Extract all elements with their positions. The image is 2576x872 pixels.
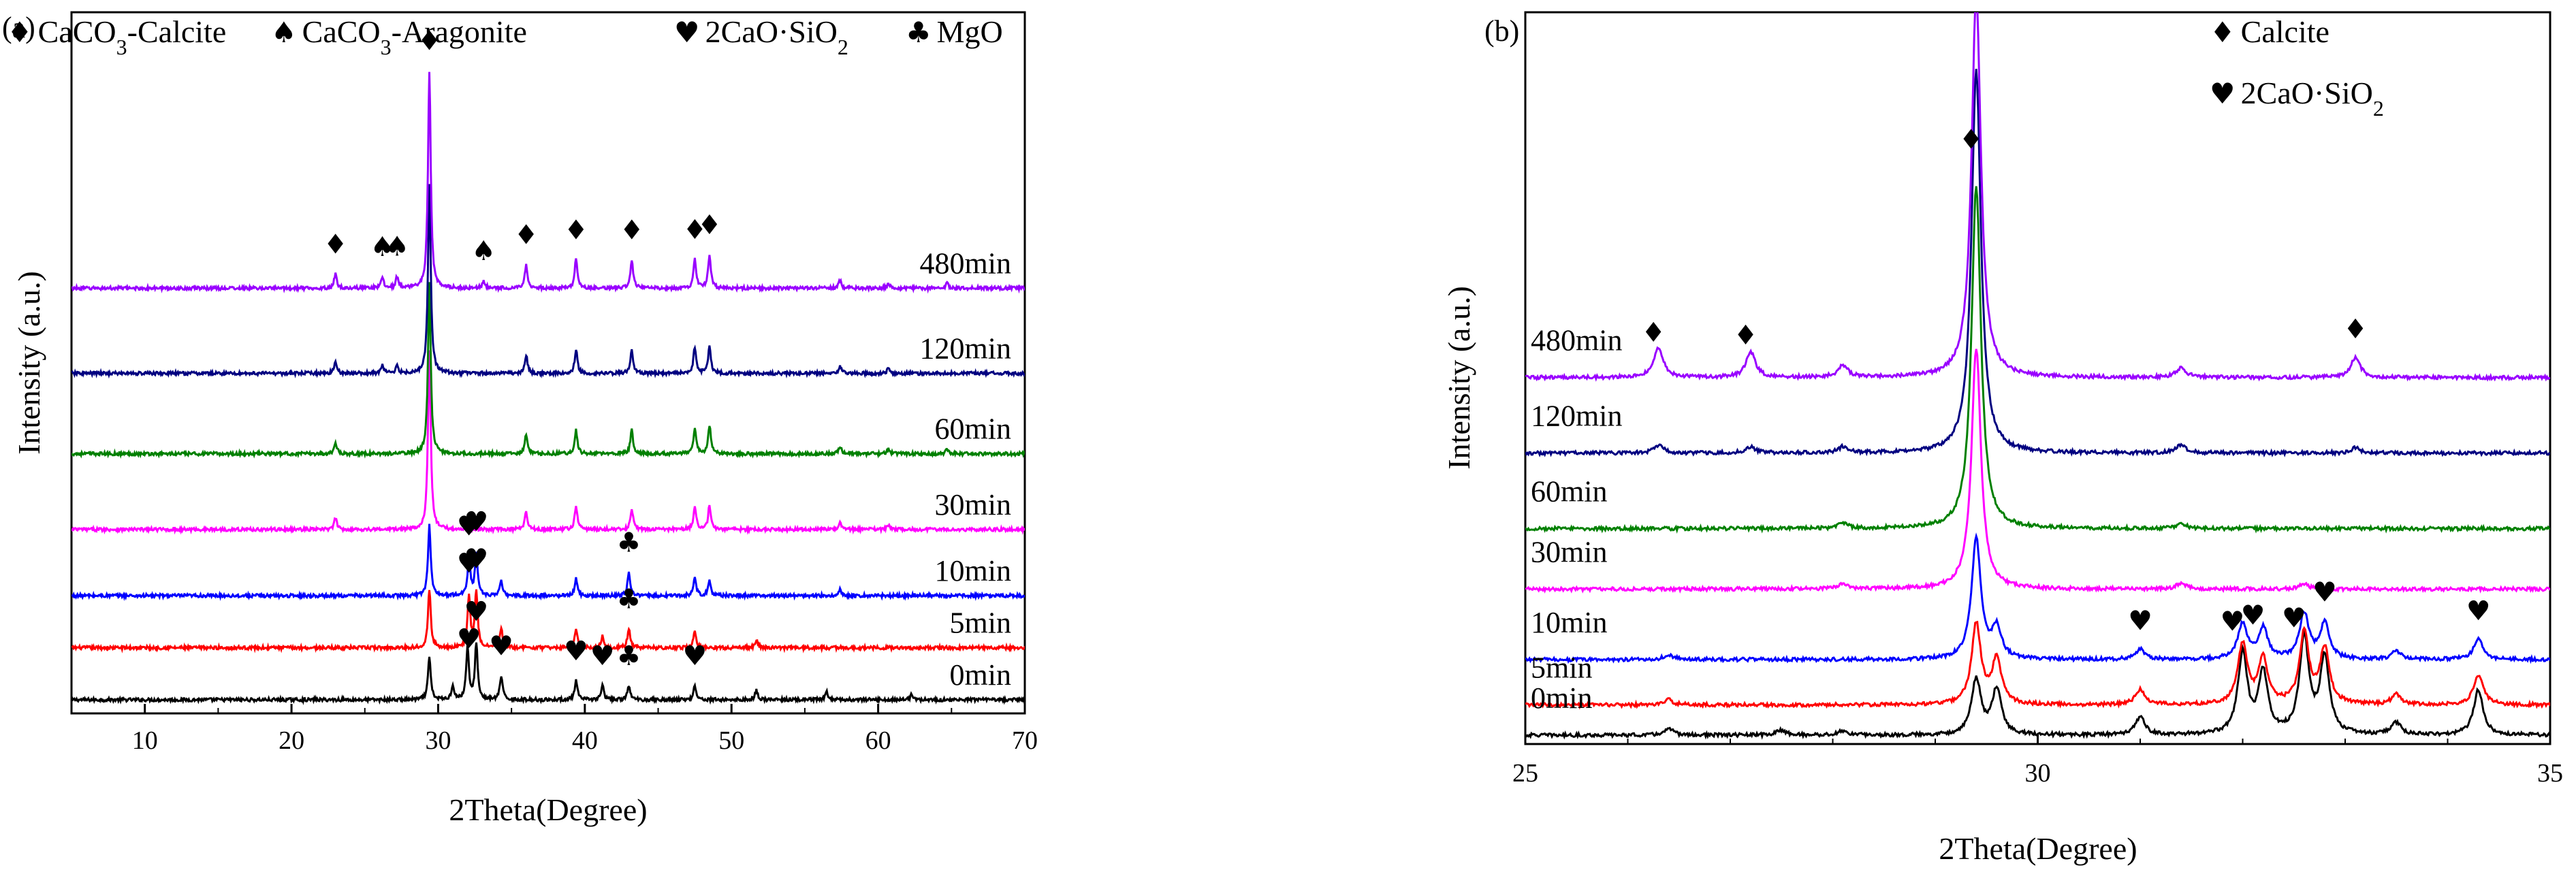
peak-marker: ♦ [682, 214, 707, 246]
legend-symbol: ♠ [271, 16, 297, 49]
peak-marker: ♦ [323, 229, 348, 260]
peak-marker: ♥ [457, 511, 481, 542]
series-label-0min: 0min [950, 658, 1011, 692]
series-label-60min: 60min [1531, 475, 1607, 508]
series-label-30min: 30min [935, 488, 1011, 521]
series-10min-line [71, 523, 1025, 602]
series-120min-line [1525, 69, 2550, 458]
legend-symbol: ♦ [2210, 16, 2236, 49]
peak-marker: ♣ [617, 584, 641, 615]
series-60min-line [1525, 186, 2550, 534]
peak-marker: ♦ [1734, 320, 1758, 351]
series-480min-line [71, 71, 1025, 294]
peak-marker: ♥ [457, 548, 481, 579]
peak-marker: ♦ [514, 219, 539, 251]
peak-marker: ♣ [617, 527, 641, 558]
peak-marker: ♦ [564, 215, 588, 246]
peak-marker: ♣ [617, 641, 641, 672]
peak-marker: ♦ [620, 215, 644, 246]
legend-entry: ♥ 2CaO·SiO2 [674, 14, 848, 59]
peak-marker: ♥ [2221, 607, 2245, 638]
panel-b-y-axis-title: Intensity (a.u.) [1442, 286, 1476, 470]
legend-symbol: ♦ [7, 16, 33, 49]
x-tick-label: 60 [865, 726, 891, 755]
peak-marker: ♦ [417, 26, 442, 57]
peak-marker: ♥ [2312, 577, 2337, 609]
panel-a-x-axis-title: 2Theta(Degree) [449, 792, 647, 827]
x-tick-label: 30 [2025, 759, 2051, 788]
legend-entry: ♥ 2CaO·SiO2 [2210, 76, 2384, 120]
legend-symbol: ♣ [906, 16, 932, 49]
panel-b-chart: (b) ♦ Calcite♥ 2CaO·SiO2 ♦ ♦♦♦♥ ♥♥ ♥♥♥ 0min5m… [1442, 11, 2563, 866]
panel-a-plot-area: ♦ ♠♠♦♠♦ ♦ ♦ ♦♦♥♥♣♥♥♣♥♥♥ ♥ ♥ ♣ ♥ 0min5min10min30m… [70, 11, 1038, 755]
legend-entry: ♦ Calcite [2210, 14, 2329, 49]
series-label-10min: 10min [935, 554, 1011, 587]
series-label-480min: 480min [920, 246, 1011, 280]
panel-a-legend: ♦ CaCO3-Calcite ♠ CaCO3-Aragonite ♥ 2CaO·SiO2… [7, 14, 1003, 59]
legend-symbol: ♥ [674, 16, 700, 49]
peak-marker: ♥ [464, 543, 489, 575]
peak-marker: ♥ [464, 596, 489, 628]
peak-marker: ♥ [564, 636, 588, 667]
x-tick-label: 50 [718, 726, 744, 755]
peak-marker: ♠ [385, 231, 409, 263]
peak-marker: ♥ [682, 641, 707, 672]
peak-marker: ♦ [2343, 314, 2368, 345]
panel-b-legend: ♦ Calcite ♥ 2CaO·SiO2 [2210, 14, 2384, 120]
peak-marker: ♥ [590, 641, 615, 672]
peak-marker: ♠ [471, 236, 496, 267]
series-label-5min: 5min [950, 607, 1011, 640]
legend-symbol: ♥ [2210, 77, 2236, 110]
series-30min-line [71, 350, 1025, 535]
x-tick-label: 20 [279, 726, 304, 755]
panel-a-label: (a) [2, 11, 35, 44]
series-10min-line [1525, 532, 2550, 664]
series-5min-line [1525, 620, 2550, 710]
series-label-0min: 0min [1531, 681, 1592, 715]
x-tick-label: 25 [1512, 759, 1538, 788]
peak-marker: ♦ [697, 210, 722, 241]
panel-b-x-axis-title: 2Theta(Degree) [1939, 831, 2137, 866]
panel-a-y-axis-title: Intensity (a.u.) [12, 271, 46, 455]
x-tick-label: 30 [425, 726, 451, 755]
series-0min-line [1525, 628, 2550, 740]
series-5min-line [71, 589, 1025, 653]
panel-b-plot-area: ♦ ♦♦♦♥ ♥♥ ♥♥♥ 0min5min10min30min60min120min… [1512, 11, 2563, 788]
series-480min-line [1525, 12, 2550, 382]
series-30min-line [1525, 349, 2550, 594]
peak-marker: ♥ [2128, 606, 2152, 637]
x-tick-label: 10 [132, 726, 158, 755]
panel-b-label: (b) [1484, 14, 1519, 48]
peak-marker: ♦ [1959, 125, 1984, 156]
series-label-60min: 60min [935, 413, 1011, 446]
series-label-30min: 30min [1531, 535, 1607, 568]
peak-marker: ♥ [457, 624, 481, 655]
peak-marker: ♦ [1641, 317, 1666, 349]
peak-marker: ♥ [2241, 600, 2265, 631]
peak-marker: ♥ [489, 631, 513, 662]
x-tick-label: 70 [1012, 726, 1038, 755]
x-tick-label: 35 [2537, 759, 2563, 788]
peak-marker: ♥ [2282, 603, 2306, 634]
series-label-5min: 5min [1531, 651, 1592, 685]
legend-entry: ♣ MgO [906, 14, 1003, 49]
series-label-10min: 10min [1531, 606, 1607, 639]
series-label-120min: 120min [1531, 400, 1622, 433]
series-120min-line [71, 184, 1025, 379]
series-label-480min: 480min [1531, 324, 1622, 357]
peak-marker: ♥ [2466, 596, 2491, 627]
legend-entry: ♦ CaCO3-Calcite [7, 14, 226, 59]
series-60min-line [71, 282, 1025, 459]
panel-a-chart: (a) ♦ CaCO3-Calcite ♠ CaCO3-Aragonite ♥ 2CaO·… [2, 11, 1038, 827]
series-0min-line [71, 642, 1025, 706]
series-label-120min: 120min [920, 332, 1011, 365]
legend-entry: ♠ CaCO3-Aragonite [271, 14, 527, 59]
peak-marker: ♥ [464, 506, 489, 538]
peak-marker: ♠ [370, 231, 395, 263]
panel-a-frame [70, 11, 1026, 715]
x-tick-label: 40 [572, 726, 598, 755]
